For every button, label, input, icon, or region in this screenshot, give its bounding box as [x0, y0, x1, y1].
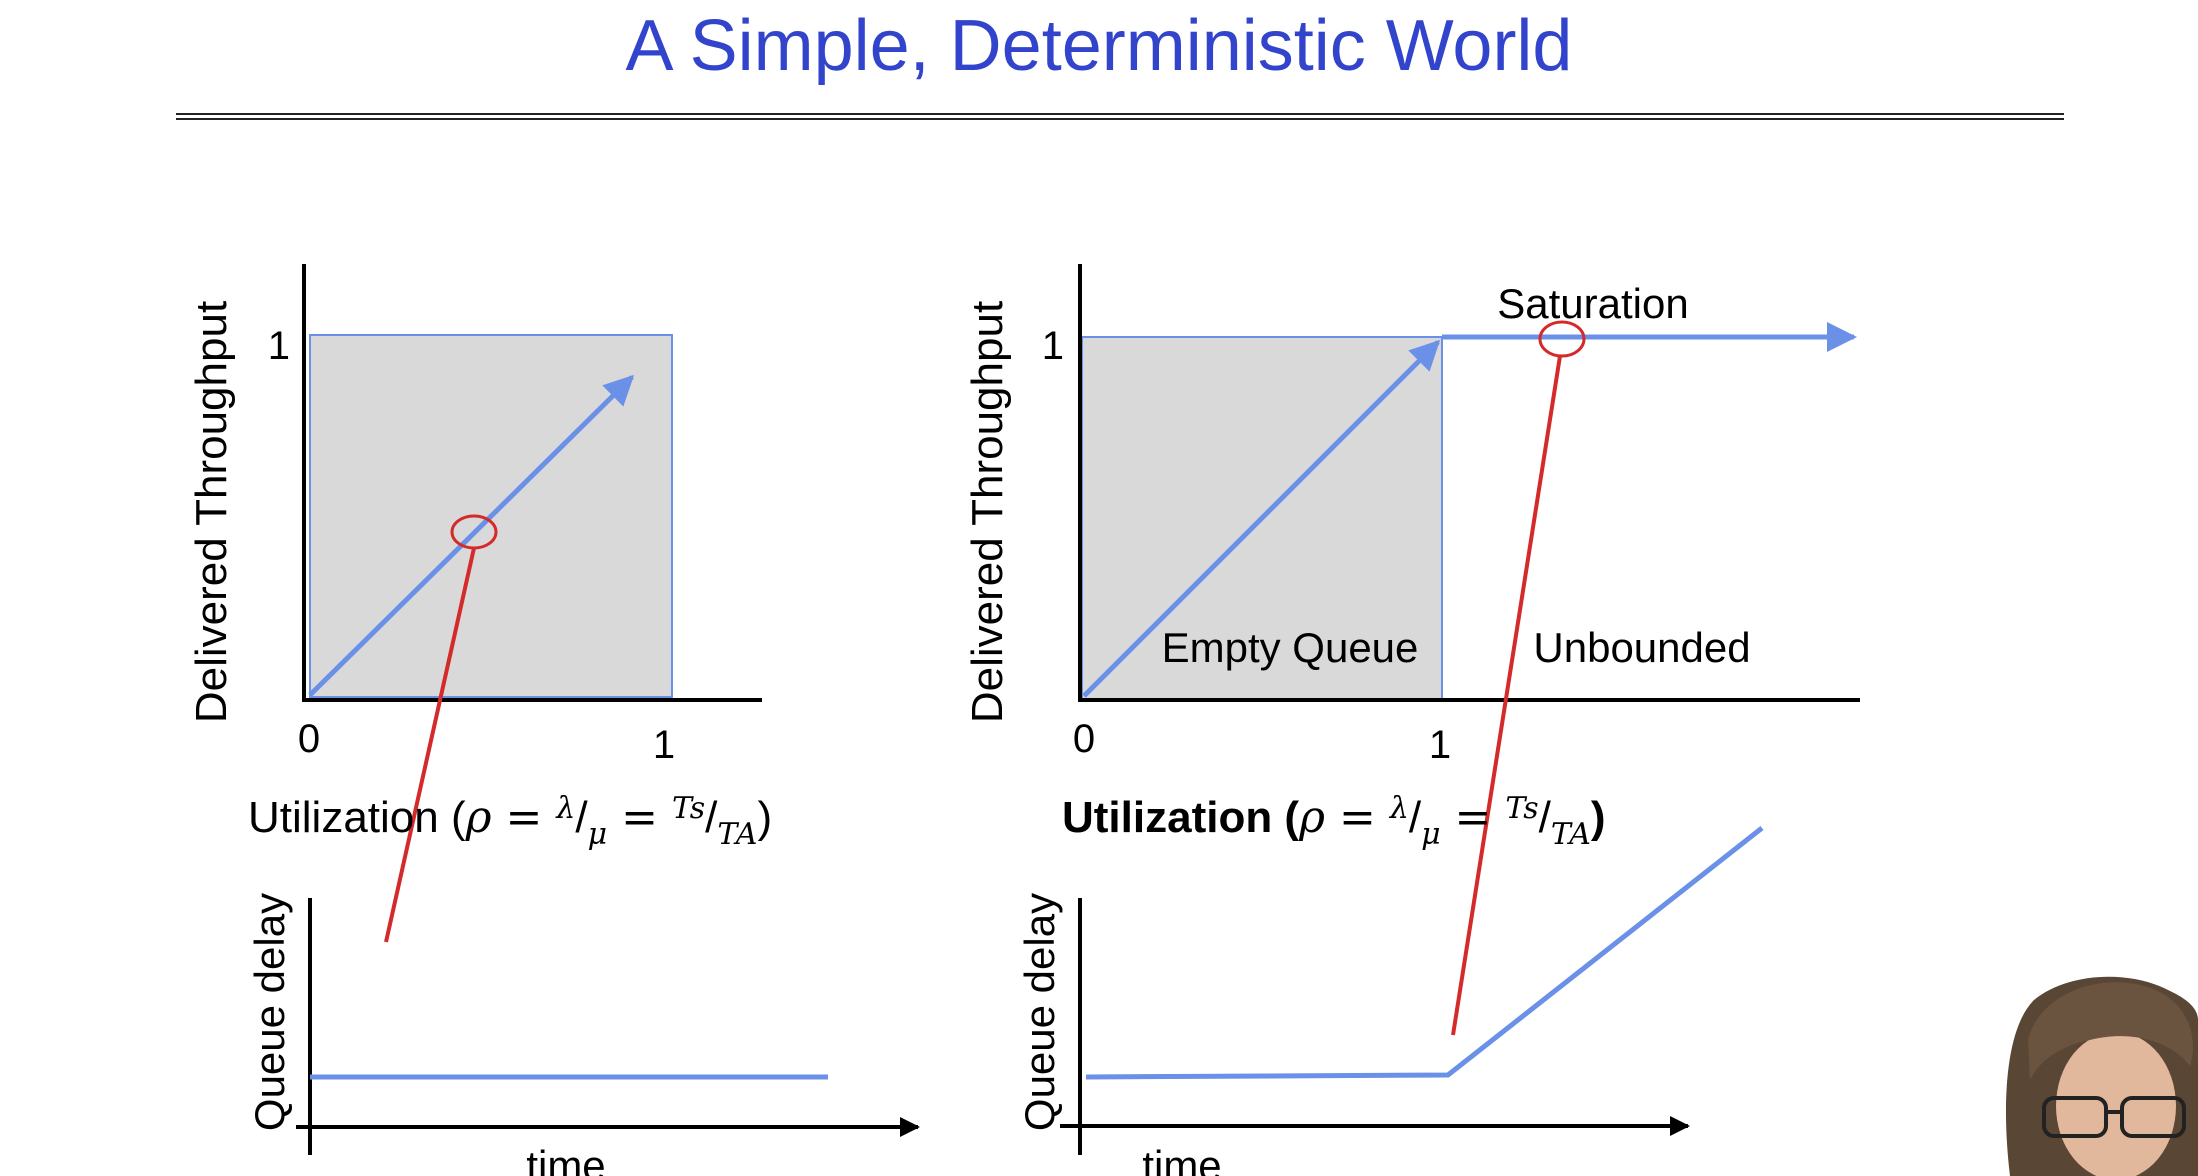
title-rule-bottom	[176, 118, 2064, 120]
presenter-webcam-image	[2005, 976, 2198, 1176]
right-delay-plot: Queue delay time	[1016, 826, 1764, 1176]
right-throughput-plot: Saturation Empty Queue Unbounded 1 0 1 D…	[963, 264, 1860, 1036]
left-delay-x-label: time	[526, 1142, 605, 1176]
right-x-tick-0: 0	[1073, 717, 1095, 761]
left-delay-plot: Queue delay time	[246, 893, 920, 1176]
right-y-axis-label: Delivered Throughput	[963, 301, 1012, 723]
right-x-axis-label: Utilization (ρ = λ/μ = Ts/TA)	[1062, 791, 1606, 852]
left-red-pointer	[384, 547, 476, 943]
left-y-tick-1: 1	[268, 324, 290, 368]
right-delay-y-label: Queue delay	[1016, 893, 1063, 1131]
title-rule-top	[176, 113, 2064, 115]
left-y-axis-label: Delivered Throughput	[187, 301, 236, 723]
saturation-label: Saturation	[1497, 280, 1688, 327]
left-throughput-plot: 1 0 1 Delivered Throughput Utilization (…	[187, 264, 772, 943]
unbounded-label: Unbounded	[1533, 624, 1750, 671]
right-red-pointer	[1451, 355, 1562, 1036]
right-operating-point-marker	[1538, 320, 1586, 358]
empty-queue-label: Empty Queue	[1162, 624, 1419, 671]
right-delay-line	[1085, 826, 1764, 1080]
slide-title: A Simple, Deterministic World	[625, 6, 1573, 86]
right-x-tick-1: 1	[1429, 723, 1451, 767]
left-delay-y-label: Queue delay	[246, 893, 293, 1131]
left-x-tick-0: 0	[298, 717, 320, 761]
right-y-tick-1: 1	[1042, 324, 1064, 368]
left-x-tick-1: 1	[653, 723, 675, 767]
right-throughput-line	[1082, 339, 1441, 698]
left-x-axis-label: Utilization (ρ = λ/μ = Ts/TA)	[248, 791, 772, 852]
right-delay-x-label: time	[1142, 1142, 1221, 1176]
left-throughput-line	[308, 374, 635, 697]
